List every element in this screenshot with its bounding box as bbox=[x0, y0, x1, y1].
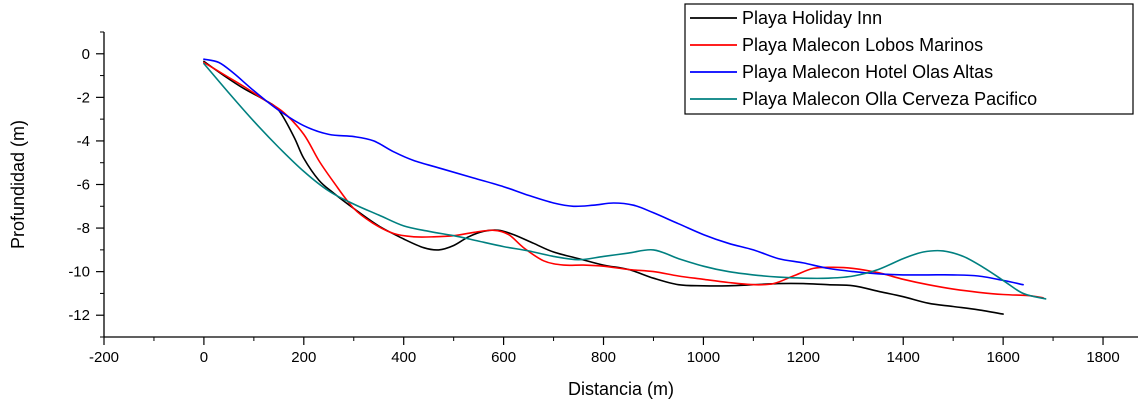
legend-label-2: Playa Malecon Lobos Marinos bbox=[742, 35, 983, 55]
x-tick-label: -200 bbox=[89, 349, 119, 366]
legend-label-1: Playa Holiday Inn bbox=[742, 8, 882, 28]
x-tick-label: 1200 bbox=[787, 349, 820, 366]
x-tick-label: 1800 bbox=[1086, 349, 1119, 366]
x-tick-label: 1400 bbox=[887, 349, 920, 366]
x-axis-title: Distancia (m) bbox=[568, 379, 674, 399]
series-line-1 bbox=[203, 60, 1004, 315]
series-line-4 bbox=[203, 62, 1047, 300]
y-tick-label: -8 bbox=[77, 220, 90, 237]
legend-label-4: Playa Malecon Olla Cerveza Pacifico bbox=[742, 89, 1037, 109]
series-lines bbox=[203, 58, 1047, 315]
axes: -200 0 200 400 600 800 1000 1200 1400 1600 1800 0 -2… bbox=[68, 31, 1138, 366]
x-tick-label: 800 bbox=[591, 349, 616, 366]
y-axis-title: Profundidad (m) bbox=[8, 120, 28, 249]
x-tick-label: 200 bbox=[291, 349, 316, 366]
legend-label-3: Playa Malecon Hotel Olas Altas bbox=[742, 62, 993, 82]
series-line-3 bbox=[203, 58, 1024, 286]
y-tick-label: -10 bbox=[68, 264, 90, 281]
x-tick-label: 1000 bbox=[687, 349, 720, 366]
y-tick-label: -6 bbox=[77, 177, 90, 194]
x-tick-label: 0 bbox=[200, 349, 208, 366]
x-tick-label: 1600 bbox=[986, 349, 1019, 366]
legend-box bbox=[684, 3, 1134, 115]
y-tick-label: -4 bbox=[77, 133, 90, 150]
legend: Playa Holiday Inn Playa Malecon Lobos Mar… bbox=[684, 3, 1134, 115]
y-tick-label: 0 bbox=[82, 46, 90, 63]
x-tick-label: 600 bbox=[491, 349, 516, 366]
y-tick-label: -2 bbox=[77, 89, 90, 106]
y-tick-label: -12 bbox=[68, 307, 90, 324]
x-tick-label: 400 bbox=[391, 349, 416, 366]
